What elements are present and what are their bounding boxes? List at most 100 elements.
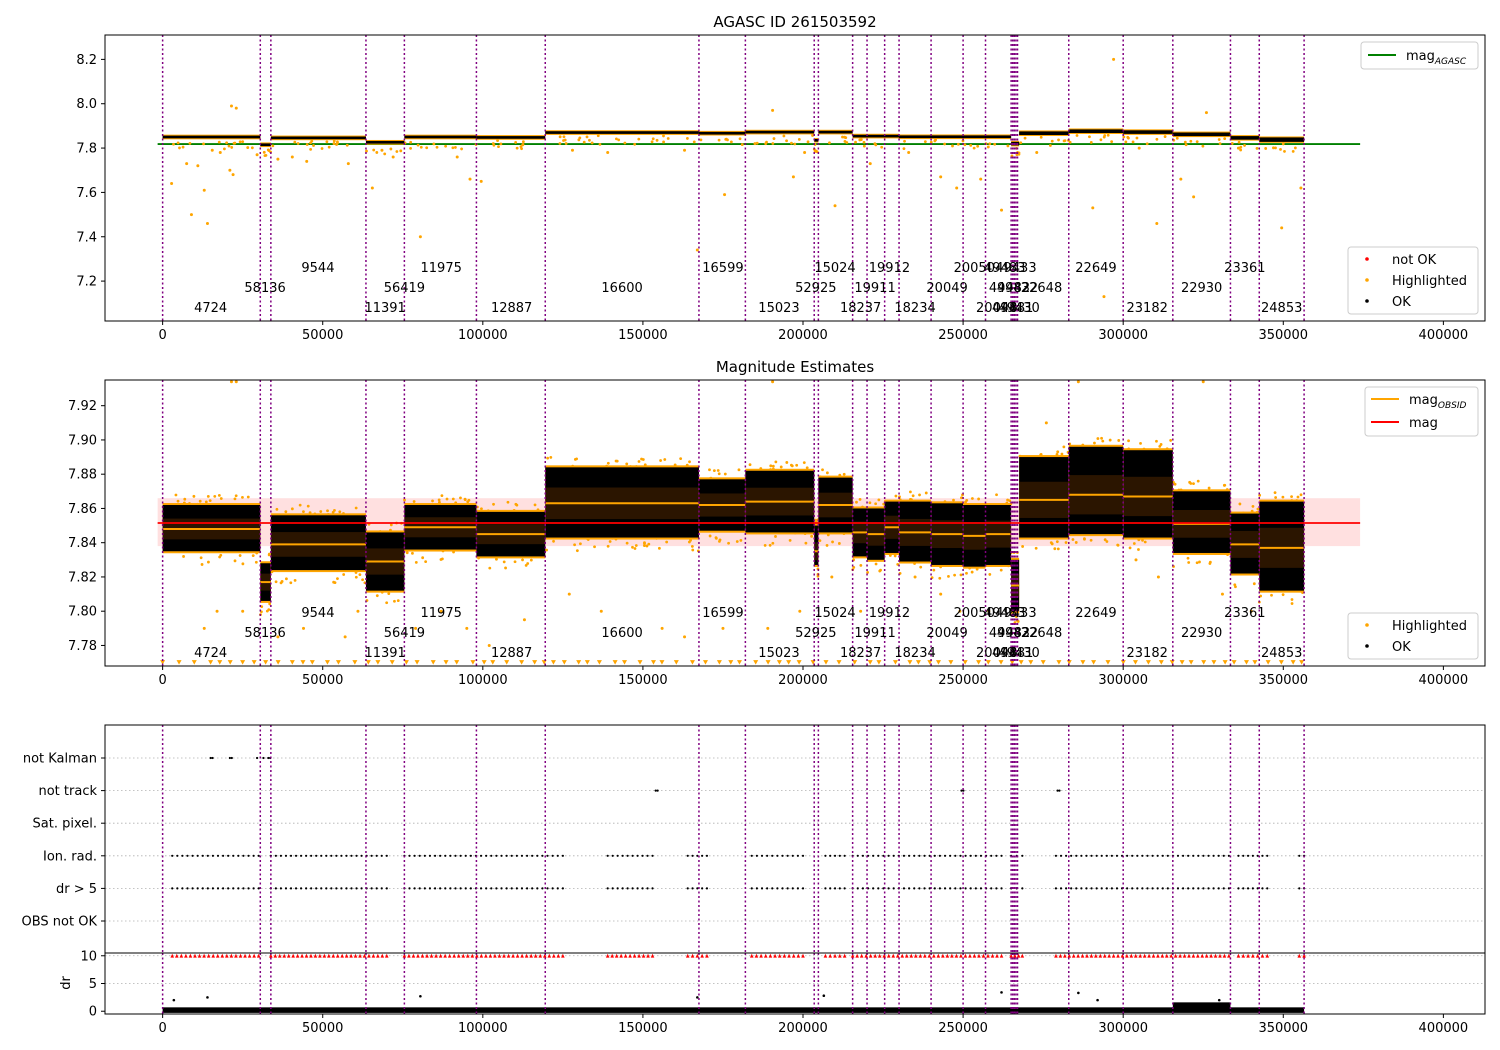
highlighted-point (454, 146, 457, 149)
dr-clipped-marker (202, 953, 206, 958)
highlighted-point (227, 144, 231, 148)
clipped-marker (1252, 660, 1258, 665)
highlighted-point (753, 142, 757, 146)
highlighted-point (234, 380, 238, 384)
highlighted-point (1281, 495, 1285, 499)
obsid-label: 15023 (758, 301, 799, 316)
flag-point (1136, 887, 1139, 890)
clipped-marker (541, 660, 547, 665)
dr-clipped-marker (918, 953, 923, 958)
highlighted-point (791, 175, 795, 179)
highlighted-point (893, 554, 897, 558)
flag-point (766, 854, 769, 857)
highlighted-point (637, 137, 641, 141)
highlighted-point (868, 162, 872, 166)
flag-point (887, 887, 890, 890)
clipped-marker (935, 660, 941, 665)
y-tick-label: 7.82 (68, 570, 97, 585)
highlighted-point (460, 147, 463, 151)
flag-point (611, 854, 614, 857)
highlighted-point (578, 136, 582, 140)
dr-clipped-marker (552, 953, 556, 958)
highlighted-point (1279, 147, 1282, 151)
dr-clipped-marker (380, 953, 385, 958)
flag-point (232, 887, 235, 890)
highlighted-point (683, 148, 687, 152)
clipped-marker (1179, 660, 1185, 665)
highlighted-point (1019, 141, 1023, 145)
highlighted-point (1233, 583, 1237, 587)
flag-point (1266, 854, 1269, 857)
dr-clipped-marker (749, 953, 754, 958)
ok-point-band (270, 136, 366, 140)
flag-point (310, 854, 313, 857)
obsid-label: 49433 (995, 606, 1036, 621)
highlighted-point (590, 141, 594, 145)
dr-clipped-marker (1094, 953, 1098, 958)
highlighted-point (238, 554, 242, 557)
dr-clipped-marker (895, 953, 900, 958)
highlighted-point (932, 568, 936, 572)
highlighted-point (665, 540, 669, 544)
obsid-label: 22648 (1021, 626, 1062, 641)
flag-point (877, 854, 880, 857)
clipped-marker (976, 660, 982, 665)
flag-point (995, 887, 998, 890)
flag-point (776, 887, 779, 890)
flag-point (408, 854, 411, 857)
highlighted-point (1108, 438, 1112, 442)
dr-clipped-marker (229, 953, 234, 958)
highlighted-point (685, 137, 689, 140)
flag-point (1156, 854, 1159, 857)
highlighted-point (497, 145, 500, 149)
highlighted-point (455, 155, 459, 159)
highlighted-point (416, 143, 420, 147)
dr-outlier-point (1077, 991, 1080, 995)
dr-clipped-marker (515, 953, 520, 958)
highlighted-point (606, 461, 610, 465)
highlighted-point (219, 497, 223, 500)
obsid-label: 23182 (1127, 301, 1168, 316)
flag-point (1136, 854, 1139, 857)
agasc-panel-axes: 0 50000 100000 150000 200000 250000 300000 3500… (76, 53, 1468, 343)
flag-point (228, 756, 231, 760)
flag-point (686, 854, 689, 857)
obsid-label: 49430 (998, 301, 1039, 316)
flag-point (696, 887, 699, 890)
highlighted-point (192, 494, 196, 498)
highlighted-point (688, 460, 691, 464)
highlighted-point (1071, 538, 1075, 541)
dr-clipped-marker (556, 953, 561, 958)
clipped-marker (765, 660, 771, 665)
flag-point (490, 854, 493, 857)
agasc-legend: magAGASC (1360, 41, 1479, 70)
flag-point (418, 887, 421, 890)
highlighted-point (395, 150, 399, 153)
highlighted-point (306, 504, 310, 508)
dr-clipped-marker (384, 953, 389, 958)
highlighted-point (662, 134, 665, 138)
flag-point (786, 887, 789, 890)
dr-clipped-marker (1016, 953, 1021, 958)
dr-clipped-marker (309, 953, 313, 958)
obsid-label: 12887 (491, 646, 532, 661)
dr-clipped-marker (1098, 953, 1103, 958)
dr-clipped-marker (823, 953, 828, 958)
highlighted-point (298, 503, 302, 507)
flag-point (1131, 854, 1134, 857)
clipped-marker (300, 660, 306, 665)
highlighted-point (1155, 439, 1158, 443)
dr-clipped-marker (438, 953, 443, 958)
flag-point (505, 887, 508, 890)
flag-point (1161, 854, 1164, 857)
highlighted-point (877, 498, 881, 502)
flag-point (1095, 887, 1098, 890)
agasc-panel-title: AGASC ID 261503592 (713, 13, 876, 31)
highlighted-point (1105, 540, 1109, 543)
clipped-marker (227, 660, 233, 665)
highlighted-point (1290, 495, 1293, 499)
highlighted-point (1055, 540, 1059, 544)
highlighted-point (312, 144, 315, 147)
highlighted-point (513, 560, 517, 564)
flag-point (1251, 887, 1254, 890)
